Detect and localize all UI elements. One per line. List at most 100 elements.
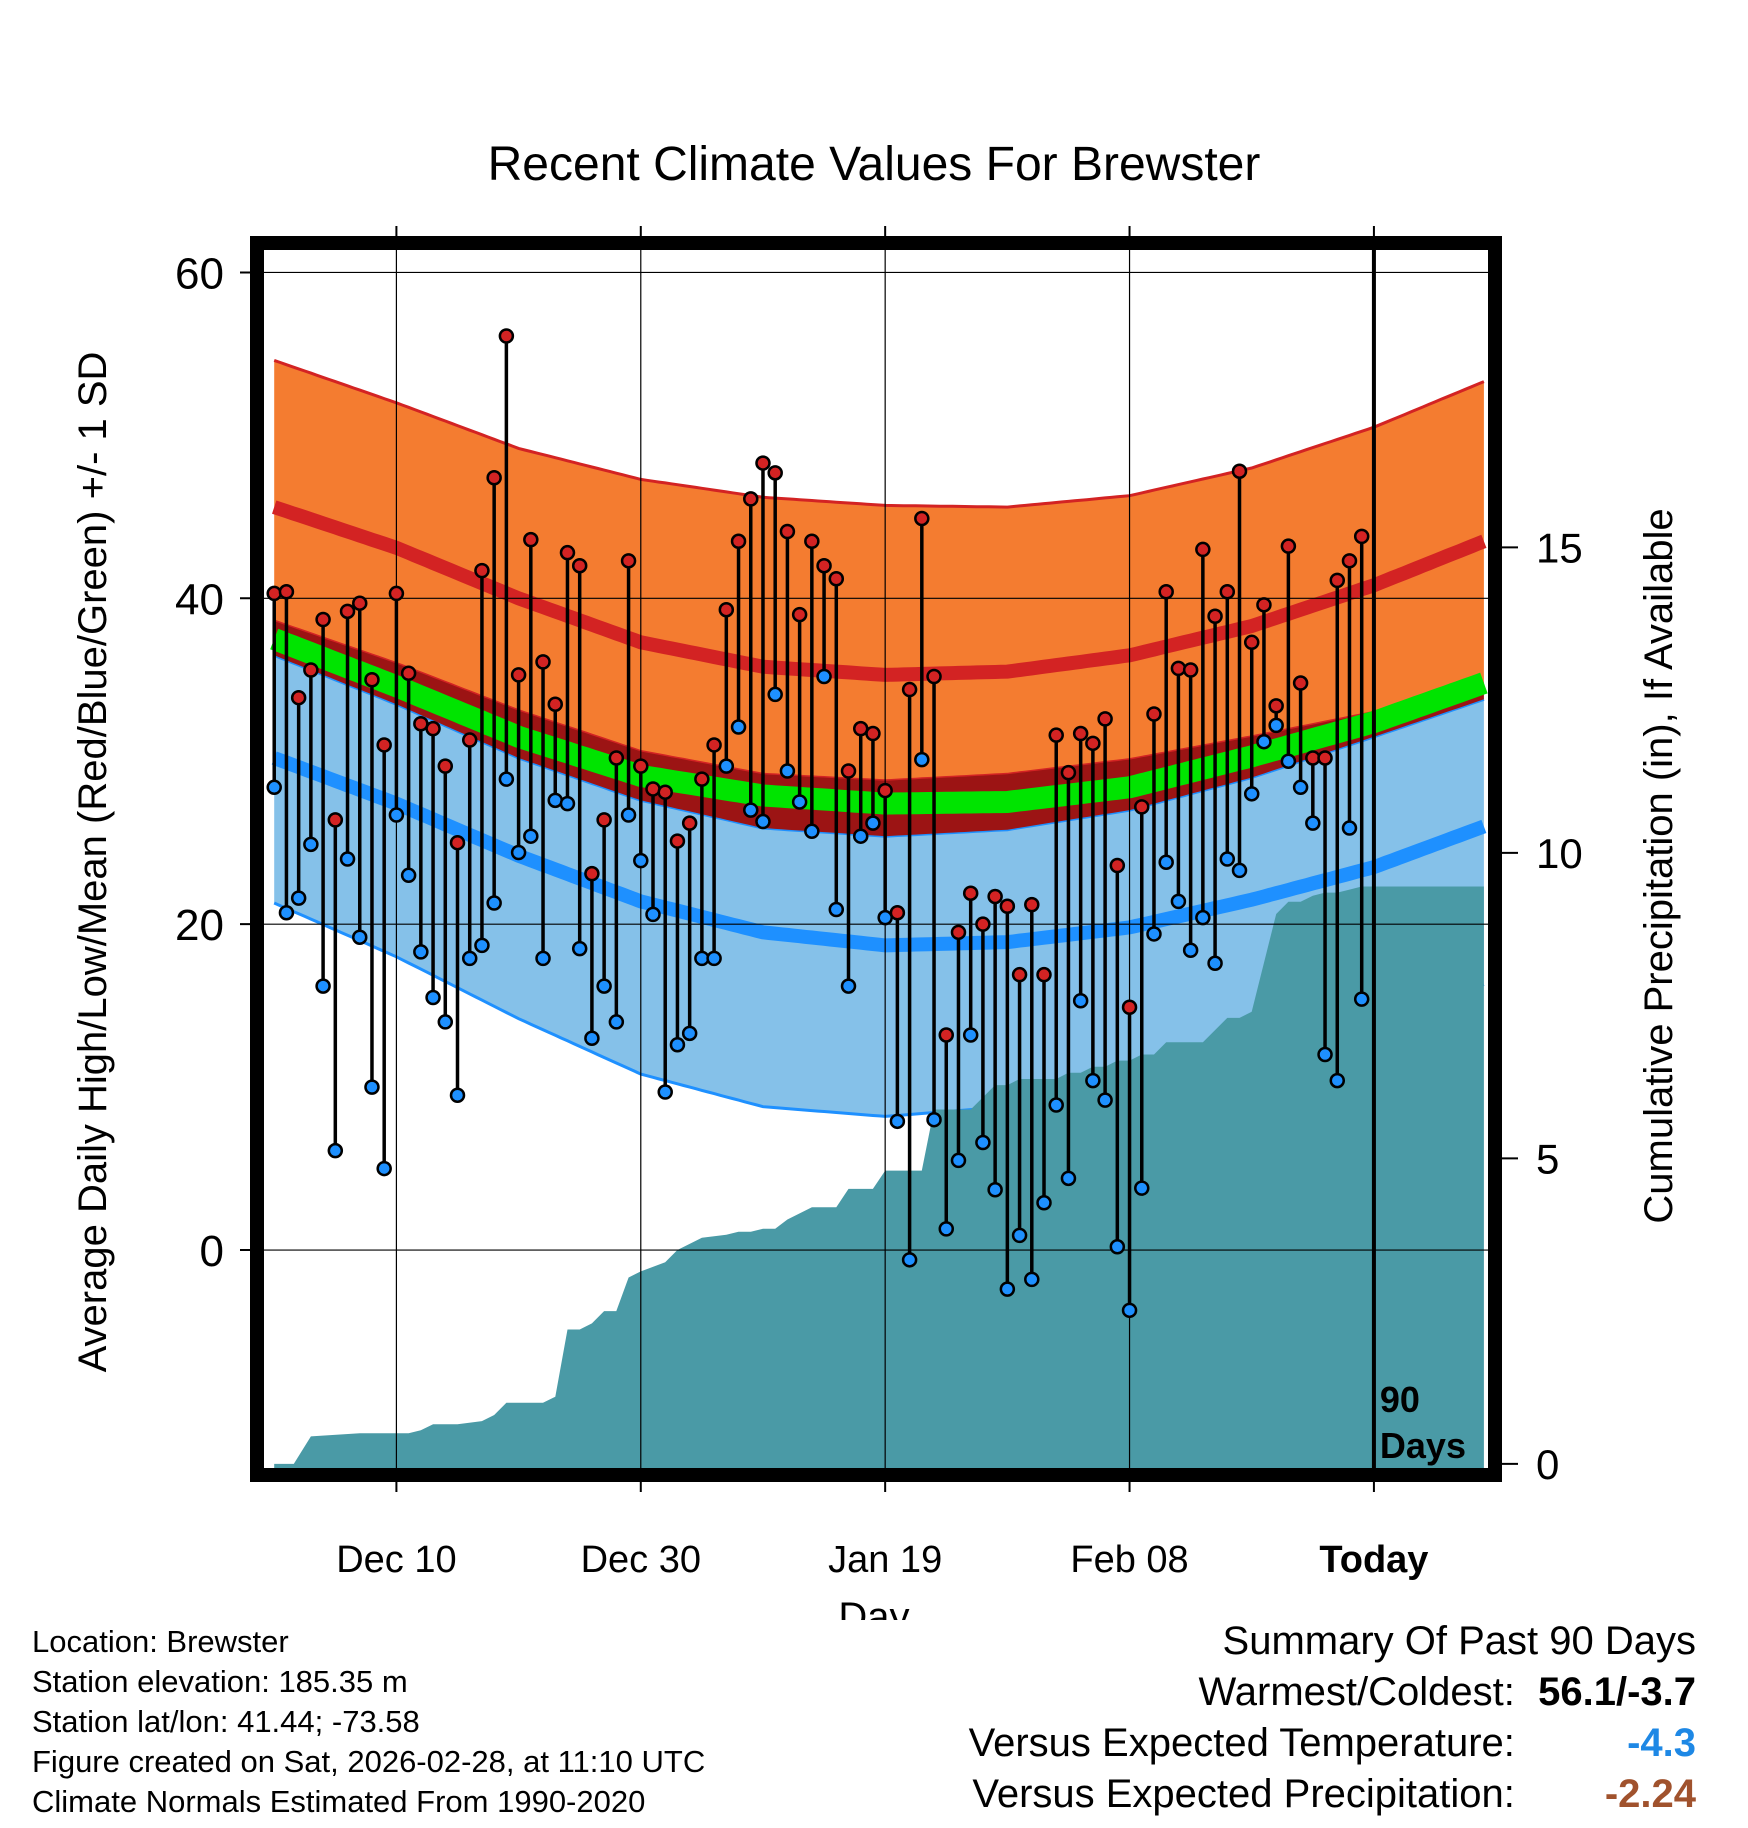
low-point (339, 851, 356, 867)
low-point (1024, 1271, 1040, 1288)
high-point (926, 668, 942, 685)
low-point (1072, 993, 1089, 1009)
low-point (865, 815, 881, 831)
y-tick-label: 20 (175, 901, 224, 950)
high-point (352, 595, 368, 611)
latlon-text: Station lat/lon: 41.44; -73.58 (32, 1704, 420, 1739)
low-point (1146, 926, 1162, 942)
low-point (1085, 1072, 1101, 1089)
high-point (339, 603, 356, 620)
warmest-value: 56.1/-3.7 (1538, 1670, 1696, 1714)
x-tick-label: Dec 10 (336, 1539, 456, 1581)
high-point (1170, 660, 1187, 677)
y-axis-label: Average Daily High/Low/Mean (Red/Blue/Gr… (71, 352, 115, 1373)
summary-heading: Summary Of Past 90 Days (1222, 1619, 1696, 1663)
low-point (400, 867, 417, 884)
low-point (828, 901, 845, 918)
low-point (914, 751, 930, 768)
normal-mean-line (270, 628, 1488, 815)
precip-departure-value: -2.24 (1604, 1772, 1696, 1816)
y-tick-label: 0 (200, 1227, 224, 1276)
high-point (376, 737, 392, 753)
x-tick-label: Today (1319, 1539, 1428, 1581)
low-point (388, 807, 405, 823)
low-point (987, 1182, 1003, 1198)
high-point (290, 689, 307, 706)
low-point (1292, 779, 1309, 796)
low-point (303, 836, 319, 853)
station-info: Location: Brewster Station elevation: 18… (32, 1622, 705, 1822)
low-point (1305, 815, 1321, 831)
plot-frame (250, 236, 1502, 1482)
high-point (461, 732, 478, 748)
high-point (388, 585, 405, 602)
high-point (437, 758, 454, 774)
high-point (327, 812, 344, 828)
low-point (1170, 893, 1187, 910)
low-point (352, 929, 368, 945)
low-point (1182, 942, 1199, 958)
high-point (1097, 711, 1113, 727)
low-point (449, 1087, 466, 1104)
high-point (1341, 553, 1358, 569)
high-point (669, 833, 686, 849)
low-point (645, 906, 661, 923)
daily-points (266, 328, 1370, 1319)
period-label-line1: 90 (1380, 1379, 1420, 1420)
y2-tick-label: 10 (1536, 830, 1583, 877)
temp-departure-value: -4.3 (1627, 1721, 1696, 1765)
low-point (596, 978, 612, 994)
precipitation-fill (274, 886, 1484, 1470)
normals-period-text: Climate Normals Estimated From 1990-2020 (32, 1784, 646, 1819)
low-point (571, 940, 588, 957)
high-point (474, 562, 490, 579)
high-point (633, 758, 649, 774)
low-point (608, 1014, 625, 1030)
high-point (889, 905, 906, 921)
high-point (1292, 675, 1309, 691)
low-point (315, 978, 331, 994)
high-point (1036, 966, 1052, 983)
normals-bands (270, 358, 1488, 1118)
low-point (779, 763, 796, 779)
summary-panel: Summary Of Past 90 Days Warmest/Coldest:… (969, 1616, 1696, 1820)
high-point (1182, 662, 1199, 678)
high-point (449, 834, 466, 851)
high-point (608, 750, 625, 766)
x-tick-label: Dec 30 (581, 1539, 701, 1581)
high-point (730, 533, 747, 550)
high-point (1231, 463, 1248, 479)
high-point (1329, 572, 1346, 589)
low-point (840, 978, 857, 994)
low-point (523, 828, 539, 844)
high-point (1207, 608, 1223, 624)
low-point (1268, 717, 1284, 734)
high-point (1109, 857, 1126, 874)
precip-departure-label: Versus Expected Precipitation: (972, 1772, 1515, 1816)
high-point (755, 455, 771, 471)
high-point (315, 611, 331, 628)
high-point (1317, 750, 1333, 766)
high-point (1134, 799, 1150, 815)
low-point (706, 950, 722, 967)
low-point (1231, 862, 1248, 879)
low-point (1109, 1239, 1126, 1255)
low-point (498, 771, 515, 787)
low-point (999, 1281, 1016, 1297)
high-point (535, 654, 551, 670)
high-point (657, 784, 673, 800)
low-point (266, 779, 282, 796)
low-point (1341, 820, 1358, 836)
high-point (743, 491, 759, 507)
precipitation-area (274, 886, 1484, 1470)
high-point (816, 557, 832, 574)
high-point (510, 667, 527, 683)
high-point (1085, 735, 1101, 752)
low-point (510, 844, 527, 861)
low-point (1353, 991, 1370, 1007)
low-point (437, 1014, 454, 1030)
high-point (1072, 725, 1089, 742)
normal-low-line (271, 751, 1487, 953)
low-point (901, 1252, 918, 1268)
low-point (535, 950, 551, 967)
